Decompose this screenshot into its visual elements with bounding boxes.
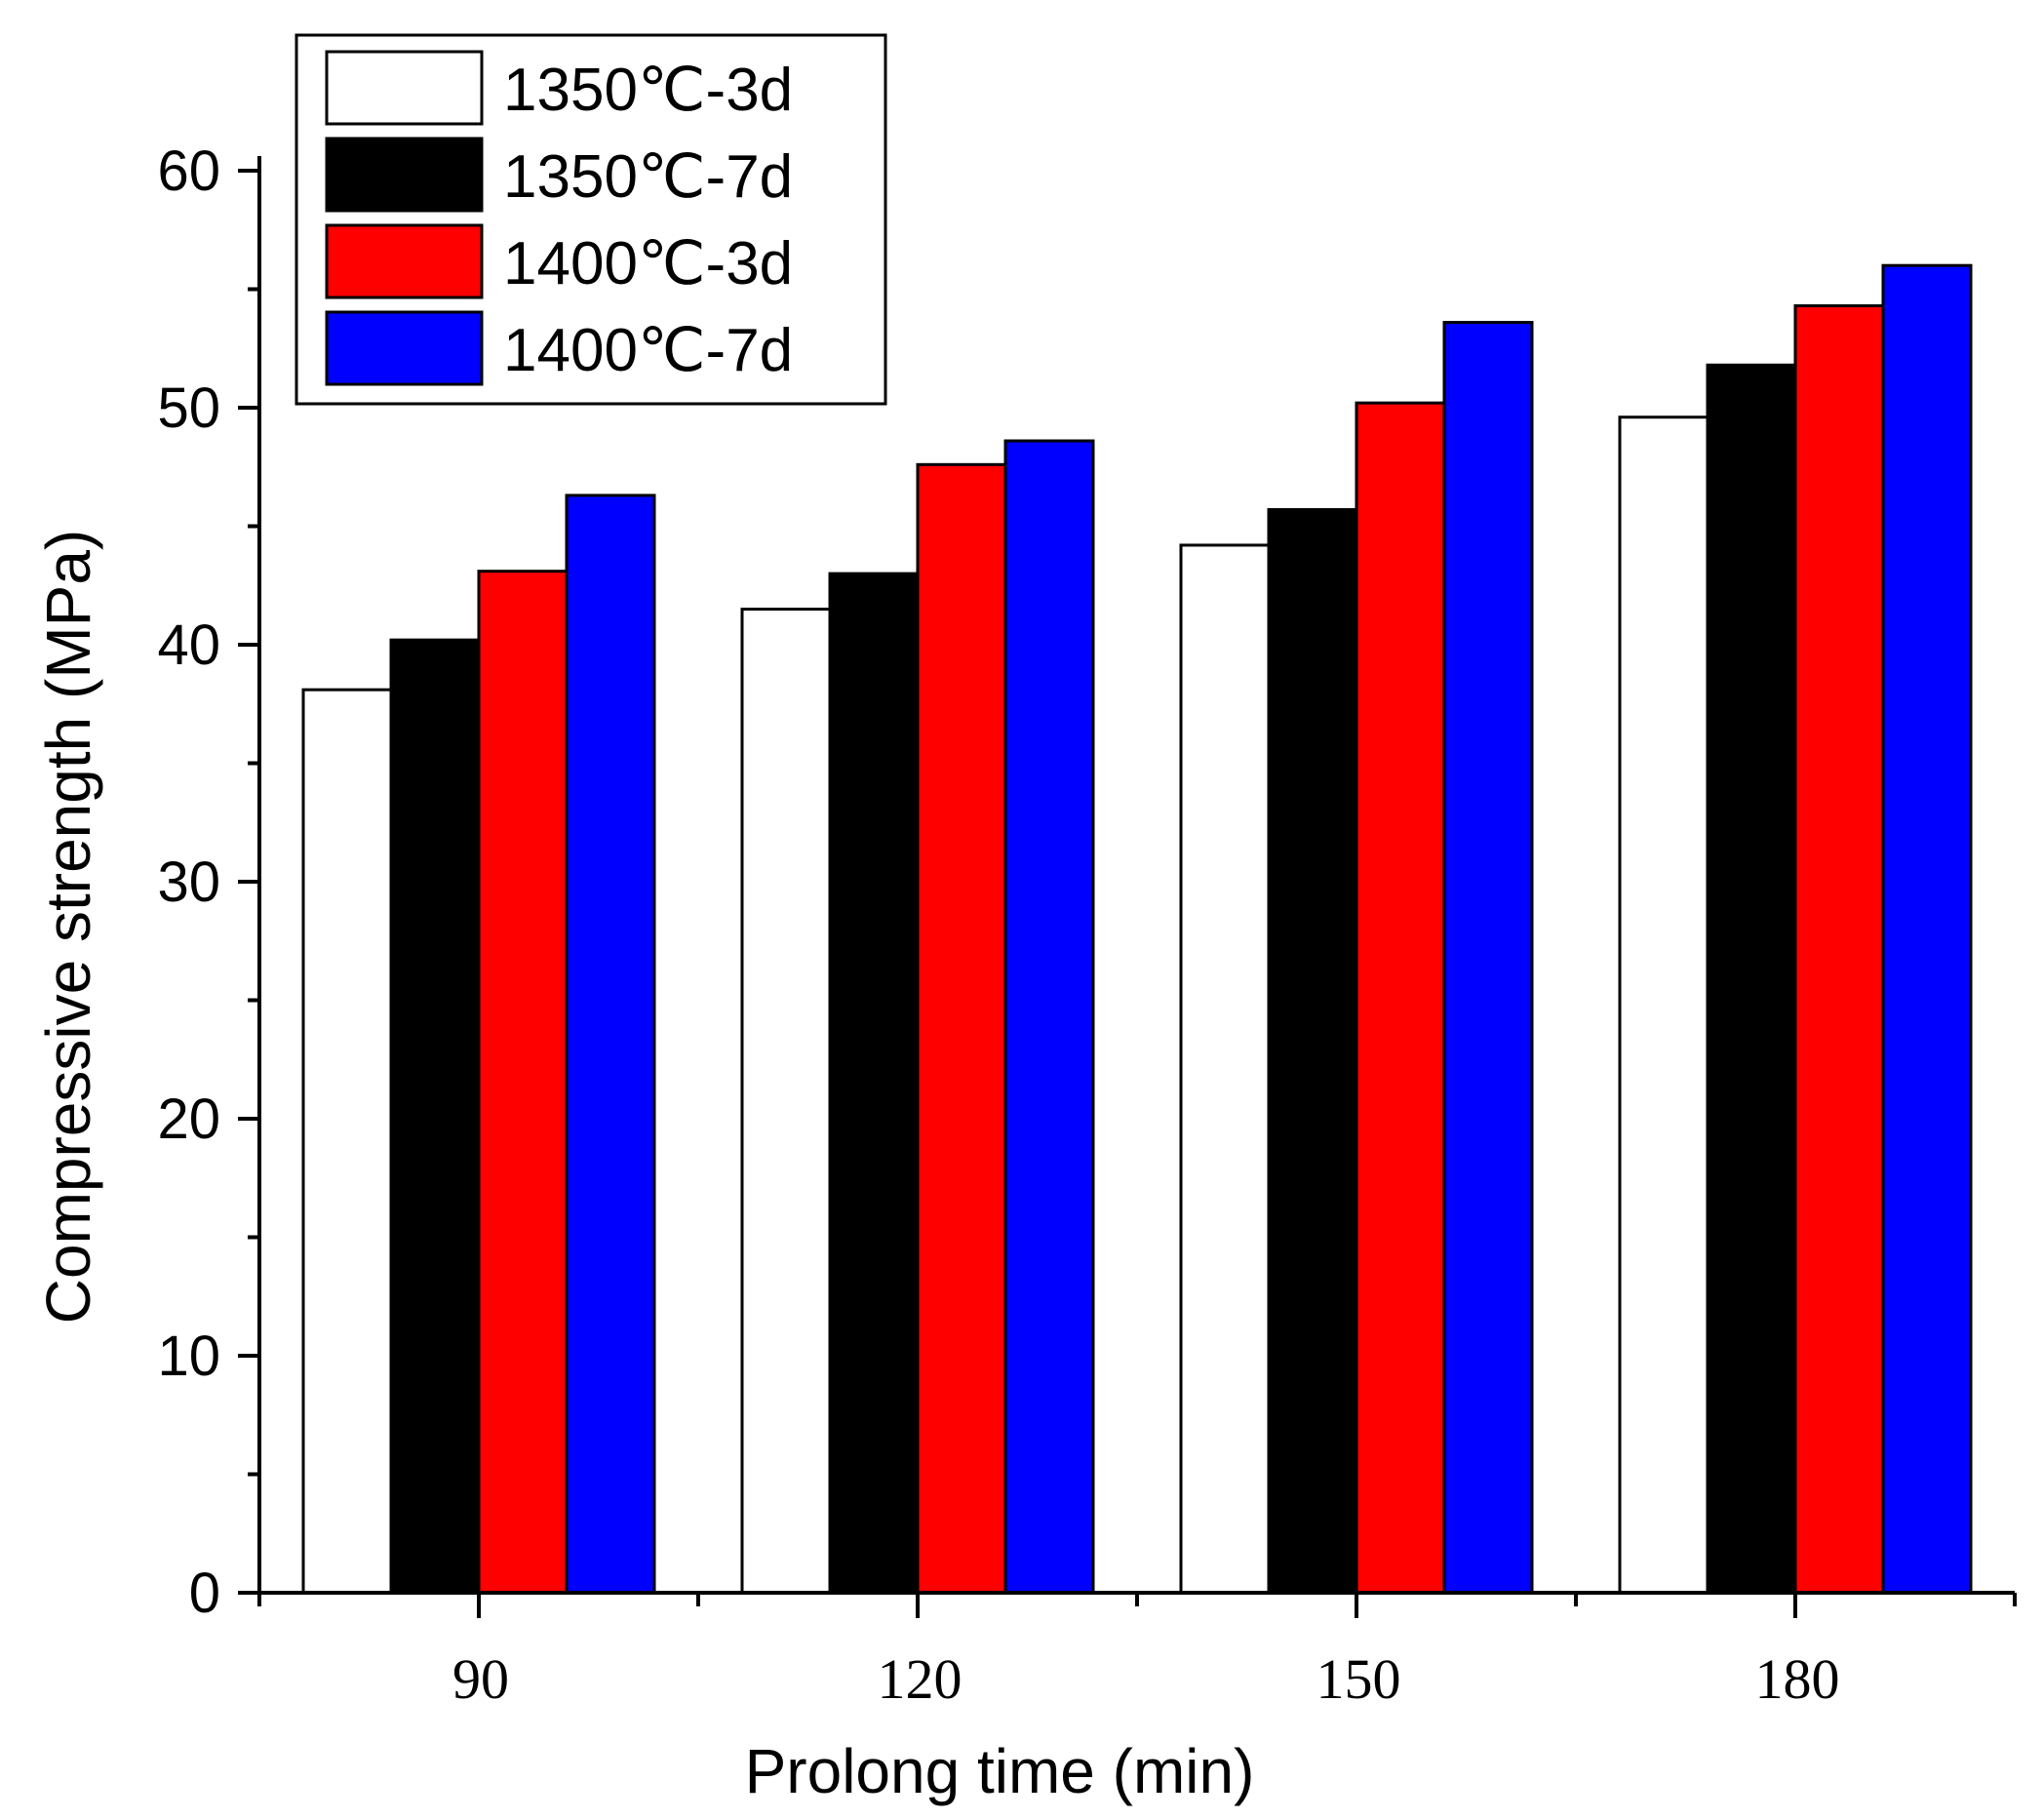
x-tick-label: 120 — [878, 1647, 963, 1711]
legend-swatch-4 — [325, 310, 484, 386]
x-tick-label: 150 — [1316, 1647, 1401, 1711]
bar-150-series-4 — [1442, 321, 1534, 1595]
bar-180-series-3 — [1793, 304, 1885, 1595]
bar-90-series-4 — [565, 494, 656, 1595]
legend-swatch-3 — [325, 223, 484, 299]
y-tick-label: 40 — [157, 613, 220, 677]
legend-label-4: 1400℃-7d — [503, 317, 793, 384]
x-tick-label: 90 — [452, 1647, 509, 1711]
y-axis-title: Compressive strength (MPa) — [33, 530, 103, 1324]
bars-layer — [301, 263, 1973, 1595]
y-tick-label: 50 — [157, 376, 220, 440]
y-tick-label: 60 — [157, 139, 220, 203]
x-ticks: 90 120 150 180 — [257, 1593, 2017, 1711]
legend-label-3: 1400℃-3d — [503, 230, 793, 297]
y-tick-label: 0 — [189, 1562, 220, 1625]
bar-180-series-1 — [1618, 415, 1709, 1595]
bar-180-series-2 — [1706, 363, 1797, 1595]
x-tick-label: 180 — [1755, 1647, 1840, 1711]
legend: 1350℃-3d 1350℃-7d 1400℃-3d 1400℃-7d — [295, 33, 887, 406]
bar-180-series-4 — [1881, 263, 1973, 1595]
bar-90-series-3 — [477, 570, 569, 1595]
bar-120-series-1 — [740, 608, 832, 1595]
bar-150-series-2 — [1267, 507, 1358, 1595]
bar-150-series-1 — [1179, 543, 1271, 1595]
bar-150-series-3 — [1355, 401, 1446, 1595]
x-axis-title: Prolong time (min) — [745, 1736, 1255, 1806]
y-tick-label: 10 — [157, 1325, 220, 1388]
y-tick-label: 30 — [157, 851, 220, 914]
y-ticks: 0 10 20 30 40 50 60 — [157, 139, 259, 1625]
bar-90-series-2 — [389, 638, 481, 1595]
legend-label-2: 1350℃-7d — [503, 143, 793, 211]
bar-120-series-2 — [828, 572, 920, 1595]
bar-90-series-1 — [301, 688, 393, 1595]
bar-120-series-4 — [1003, 439, 1095, 1595]
legend-swatch-2 — [325, 137, 484, 213]
legend-swatch-1 — [325, 50, 484, 126]
y-tick-label: 20 — [157, 1088, 220, 1151]
legend-label-1: 1350℃-3d — [503, 57, 793, 124]
bar-120-series-3 — [916, 462, 1007, 1595]
